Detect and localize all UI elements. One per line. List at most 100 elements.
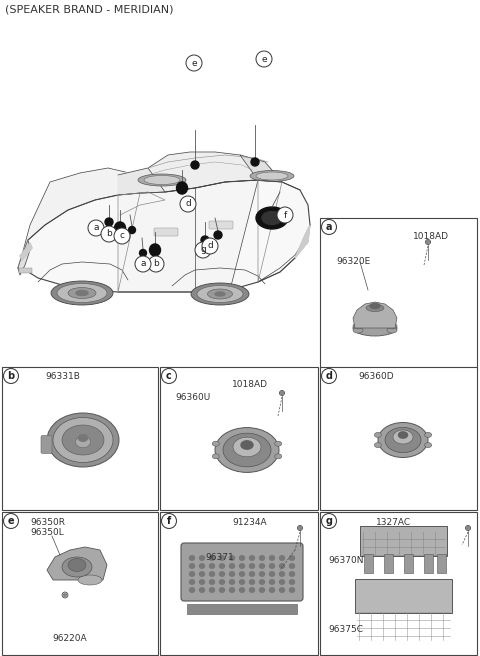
Text: b: b xyxy=(7,371,14,381)
Ellipse shape xyxy=(279,572,285,576)
Ellipse shape xyxy=(260,556,264,560)
FancyBboxPatch shape xyxy=(404,554,412,573)
Ellipse shape xyxy=(62,557,92,577)
Ellipse shape xyxy=(209,572,215,576)
Polygon shape xyxy=(47,547,107,580)
Circle shape xyxy=(114,228,130,244)
Ellipse shape xyxy=(280,392,284,394)
Ellipse shape xyxy=(260,588,264,592)
Ellipse shape xyxy=(191,283,249,305)
Ellipse shape xyxy=(177,182,188,194)
Polygon shape xyxy=(18,180,310,292)
Ellipse shape xyxy=(269,564,275,568)
Ellipse shape xyxy=(398,432,408,438)
Ellipse shape xyxy=(366,304,384,312)
Ellipse shape xyxy=(215,428,279,472)
Ellipse shape xyxy=(78,575,102,585)
Ellipse shape xyxy=(47,413,119,467)
Polygon shape xyxy=(118,180,258,292)
Ellipse shape xyxy=(250,556,254,560)
Circle shape xyxy=(148,256,164,272)
Ellipse shape xyxy=(200,580,204,584)
Ellipse shape xyxy=(214,231,222,239)
Ellipse shape xyxy=(219,556,225,560)
Text: f: f xyxy=(283,211,287,220)
Text: 96331B: 96331B xyxy=(45,372,80,381)
Ellipse shape xyxy=(279,564,285,568)
Text: c: c xyxy=(166,371,172,381)
Ellipse shape xyxy=(370,304,380,308)
Circle shape xyxy=(161,514,177,529)
Text: e: e xyxy=(191,58,197,68)
Ellipse shape xyxy=(63,594,67,596)
Ellipse shape xyxy=(425,239,431,245)
Text: c: c xyxy=(120,232,124,241)
Ellipse shape xyxy=(223,433,271,467)
Text: 96220A: 96220A xyxy=(52,634,86,643)
FancyBboxPatch shape xyxy=(355,579,452,613)
Polygon shape xyxy=(353,302,397,328)
Ellipse shape xyxy=(467,527,469,529)
Text: 96360U: 96360U xyxy=(175,393,210,402)
Ellipse shape xyxy=(240,588,244,592)
Circle shape xyxy=(322,369,336,384)
Ellipse shape xyxy=(387,327,397,333)
Text: a: a xyxy=(93,224,99,232)
Text: 96350L: 96350L xyxy=(30,528,64,537)
Ellipse shape xyxy=(466,525,470,531)
Ellipse shape xyxy=(289,588,295,592)
Ellipse shape xyxy=(240,580,244,584)
Circle shape xyxy=(3,369,19,384)
Circle shape xyxy=(101,226,117,242)
Circle shape xyxy=(256,51,272,67)
FancyBboxPatch shape xyxy=(41,436,52,453)
Polygon shape xyxy=(18,240,30,275)
FancyBboxPatch shape xyxy=(160,367,318,510)
Ellipse shape xyxy=(353,320,397,336)
Ellipse shape xyxy=(260,572,264,576)
FancyBboxPatch shape xyxy=(320,218,477,370)
Polygon shape xyxy=(295,225,310,258)
Ellipse shape xyxy=(233,437,261,457)
Ellipse shape xyxy=(115,222,125,234)
Ellipse shape xyxy=(68,558,86,571)
Ellipse shape xyxy=(425,443,432,447)
Ellipse shape xyxy=(68,287,96,298)
Ellipse shape xyxy=(190,572,194,576)
Circle shape xyxy=(3,514,19,529)
Text: a: a xyxy=(140,260,146,268)
Ellipse shape xyxy=(144,176,180,184)
Ellipse shape xyxy=(79,435,87,441)
Ellipse shape xyxy=(53,417,113,462)
Ellipse shape xyxy=(62,592,68,598)
Polygon shape xyxy=(140,152,282,193)
Ellipse shape xyxy=(269,572,275,576)
Ellipse shape xyxy=(219,572,225,576)
Ellipse shape xyxy=(229,556,235,560)
FancyBboxPatch shape xyxy=(154,228,178,236)
Ellipse shape xyxy=(138,174,186,186)
Circle shape xyxy=(322,514,336,529)
FancyBboxPatch shape xyxy=(360,526,447,556)
Text: f: f xyxy=(167,516,171,526)
FancyBboxPatch shape xyxy=(363,554,372,573)
Ellipse shape xyxy=(209,564,215,568)
Ellipse shape xyxy=(240,572,244,576)
Text: d: d xyxy=(185,199,191,209)
Ellipse shape xyxy=(256,172,288,180)
Text: 96350R: 96350R xyxy=(30,518,65,527)
Ellipse shape xyxy=(140,249,146,256)
Polygon shape xyxy=(20,243,32,260)
Ellipse shape xyxy=(269,580,275,584)
Ellipse shape xyxy=(190,556,194,560)
Ellipse shape xyxy=(427,241,430,243)
Ellipse shape xyxy=(275,454,282,459)
Text: b: b xyxy=(153,260,159,268)
Text: e: e xyxy=(261,54,267,64)
Ellipse shape xyxy=(229,572,235,576)
Ellipse shape xyxy=(219,580,225,584)
FancyBboxPatch shape xyxy=(19,268,32,272)
FancyBboxPatch shape xyxy=(2,512,158,655)
Ellipse shape xyxy=(289,564,295,568)
Circle shape xyxy=(202,238,218,254)
